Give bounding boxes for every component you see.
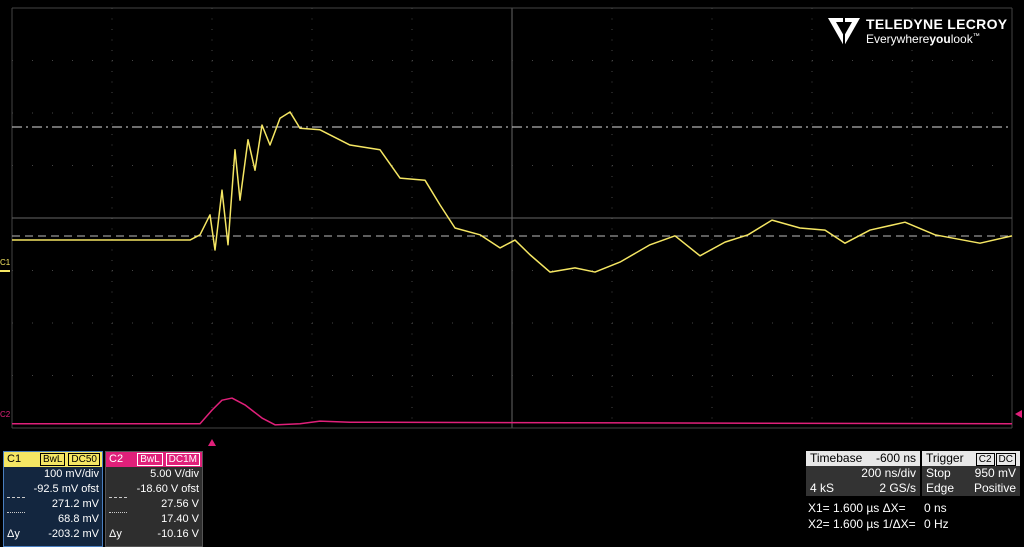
trigger-type: Edge: [926, 481, 955, 495]
cursor-x2: X2= 1.600 µs 1/ΔX=: [808, 517, 916, 531]
trigger-level: 950 mV: [974, 466, 1016, 480]
c1-cursor2-row: 68.8 mV: [4, 512, 102, 527]
cursor-dx: 0 ns: [924, 501, 947, 515]
c1-cursor1-row: 271.2 mV: [4, 497, 102, 512]
c1-bandwidth: BwL: [39, 453, 66, 466]
c2-header: C2 BwL DC1M: [106, 452, 202, 467]
c2-cursor2: 17.40 V: [161, 513, 199, 525]
timebase-samples: 4 kS: [810, 481, 835, 495]
c2-delta: -10.16 V: [157, 528, 199, 540]
trigger-mode: Stop: [926, 466, 951, 480]
c1-offset: -92.5 mV ofst: [33, 483, 99, 495]
logo-brand: TELEDYNE LECROY: [866, 16, 1008, 32]
c1-delta-label: Δy: [7, 528, 20, 540]
c2-cursor1: 27.56 V: [161, 498, 199, 510]
trace: [12, 111, 1013, 273]
logo-mark: [828, 18, 860, 46]
timebase-header: Timebase -600 ns: [806, 451, 920, 466]
c2-bandwidth: BwL: [137, 453, 163, 466]
logo-tagline: Everywhereyoulook™: [866, 32, 980, 46]
trigger-slope: Positive: [973, 481, 1016, 495]
cursor-readout: X1= 1.600 µs ΔX= 0 ns X2= 1.600 µs 1/ΔX= 0…: [808, 500, 949, 532]
tagline-post: look: [950, 32, 973, 46]
c1-label: C1: [7, 453, 22, 465]
c2-offset: -18.60 V ofst: [136, 483, 199, 495]
cursor-x1: X1= 1.600 µs ΔX=: [808, 501, 906, 515]
trigger-coupling: DC: [995, 453, 1016, 466]
c2-coupling: DC1M: [165, 453, 200, 466]
trigger-mode-row: Stop 950 mV: [922, 466, 1020, 481]
c1-delta: -203.2 mV: [48, 528, 99, 540]
c2-delta-label: Δy: [109, 528, 122, 540]
trigger-type-row: Edge Positive: [922, 481, 1020, 496]
trigger-panel[interactable]: Trigger C2 DC Stop 950 mV Edge Positive: [922, 451, 1020, 496]
c1-coupling: DC50: [68, 453, 100, 466]
tagline-tm: ™: [972, 33, 980, 40]
timebase-scale: 200 ns/div: [806, 466, 920, 481]
c2-scale: 5.00 V/div: [150, 468, 199, 480]
logo: TELEDYNE LECROY Everywhereyoulook™: [826, 14, 1016, 50]
c2-cursor2-row: 17.40 V: [106, 512, 202, 527]
timebase-sampling: 4 kS 2 GS/s: [806, 481, 920, 496]
c1-cursor2: 68.8 mV: [58, 513, 99, 525]
timebase-panel[interactable]: Timebase -600 ns 200 ns/div 4 kS 2 GS/s: [806, 451, 920, 496]
trigger-source: C2: [975, 453, 995, 466]
c2-trace-label: C2: [0, 410, 11, 419]
waveform-grid: [0, 7, 1022, 446]
cursor-freq: 0 Hz: [924, 517, 949, 531]
trace: [12, 397, 1013, 426]
c2-panel[interactable]: C2 BwL DC1M 5.00 V/div -18.60 V ofst 27.…: [105, 451, 203, 547]
c1-cursor1: 271.2 mV: [51, 498, 99, 510]
tagline-pre: Everywhere: [866, 32, 930, 46]
c2-label: C2: [109, 453, 124, 465]
c1-trace-label: C1: [0, 258, 11, 267]
timebase-delay: -600 ns: [875, 451, 916, 465]
c1-delta-row: Δy -203.2 mV: [4, 527, 102, 542]
c1-panel[interactable]: C1 BwL DC50 100 mV/div -92.5 mV ofst 271…: [3, 451, 103, 547]
trigger-level-marker: [1015, 410, 1022, 418]
c1-header: C1 BwL DC50: [4, 452, 102, 467]
cursor-x1-row: X1= 1.600 µs ΔX= 0 ns: [808, 500, 949, 516]
cursor-x2-row: X2= 1.600 µs 1/ΔX= 0 Hz: [808, 516, 949, 532]
c1-scale: 100 mV/div: [43, 468, 99, 480]
c2-delta-row: Δy -10.16 V: [106, 527, 202, 542]
timebase-label: Timebase: [810, 451, 863, 465]
c2-cursor1-row: 27.56 V: [106, 497, 202, 512]
trigger-label: Trigger: [926, 451, 964, 465]
trigger-position-marker: [208, 439, 216, 446]
trigger-header: Trigger C2 DC: [922, 451, 1020, 466]
c1-level-marker: [0, 270, 10, 272]
tagline-bold: you: [929, 32, 951, 46]
timebase-rate: 2 GS/s: [879, 481, 916, 495]
